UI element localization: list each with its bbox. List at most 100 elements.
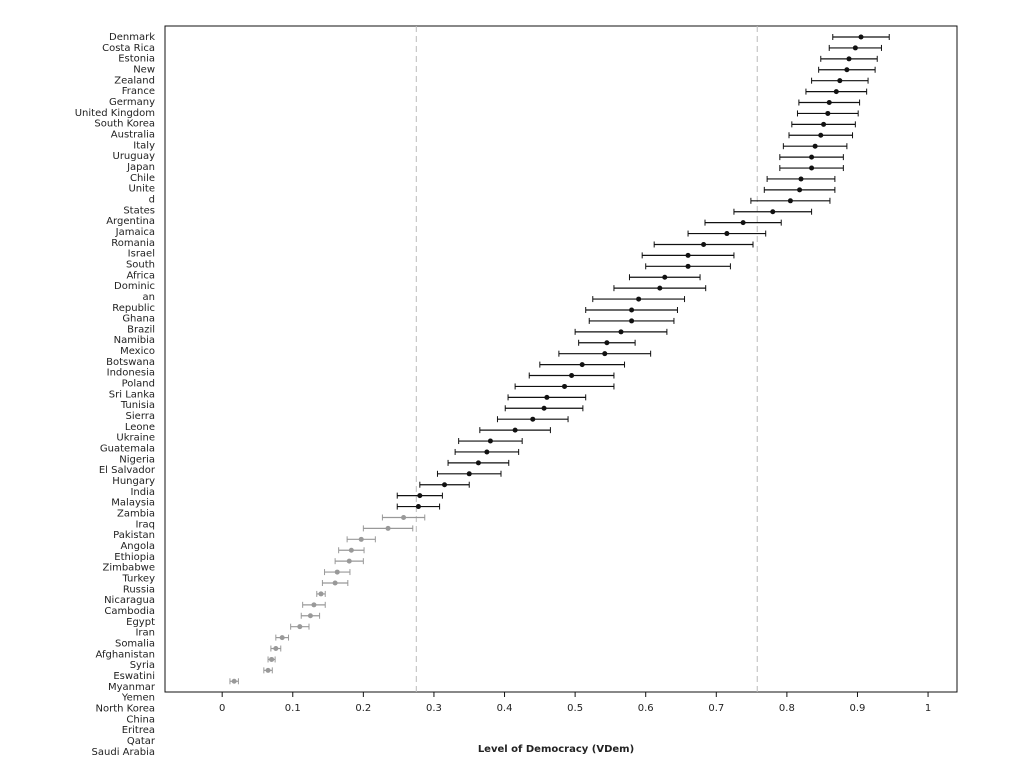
category-label: Poland: [122, 379, 155, 390]
category-label: Uruguay: [113, 151, 156, 162]
point: [798, 176, 804, 182]
category-label: Israel: [128, 249, 155, 260]
category-label: South: [126, 259, 155, 270]
category-label: North Korea: [96, 703, 156, 714]
category-label: Syria: [130, 660, 155, 671]
point: [415, 504, 421, 510]
point: [701, 241, 707, 247]
point: [401, 514, 407, 520]
point: [417, 493, 423, 499]
category-label: Hungary: [112, 476, 155, 487]
plot-frame: [164, 25, 958, 693]
category-label: Cambodia: [104, 606, 155, 617]
point: [657, 285, 663, 291]
category-label: Germany: [109, 97, 155, 108]
category-label: Republic: [112, 303, 155, 314]
point: [846, 56, 852, 62]
point: [797, 187, 803, 193]
x-tick-label: 0.6: [638, 703, 654, 714]
point: [825, 110, 831, 116]
category-label: Myanmar: [108, 682, 156, 693]
point: [602, 351, 608, 357]
point: [569, 373, 575, 379]
category-label: Estonia: [118, 54, 155, 65]
category-label: Russia: [123, 584, 155, 595]
point: [858, 34, 864, 40]
point: [544, 394, 550, 400]
category-label: Iran: [135, 628, 155, 639]
category-label: Saudi Arabia: [92, 747, 155, 758]
category-label: China: [126, 714, 155, 725]
category-label: Ethiopia: [114, 552, 155, 563]
point: [740, 220, 746, 226]
point: [685, 263, 691, 269]
category-label: New: [133, 64, 155, 75]
category-label: France: [122, 86, 155, 97]
category-label: Italy: [133, 140, 155, 151]
category-label: d: [149, 194, 155, 205]
category-label: Japan: [126, 162, 155, 173]
category-label: Argentina: [106, 216, 155, 227]
category-label: Somalia: [115, 638, 155, 649]
point: [442, 482, 448, 488]
category-label: Jamaica: [115, 227, 155, 238]
category-label: Mexico: [120, 346, 155, 357]
point: [618, 329, 624, 335]
point: [385, 525, 391, 531]
point: [332, 580, 338, 586]
category-label: Indonesia: [107, 368, 155, 379]
category-label: Zimbabwe: [102, 563, 155, 574]
category-label: Denmark: [109, 32, 155, 43]
category-label: Australia: [111, 129, 155, 140]
x-axis-title: Level of Democracy (VDem): [478, 744, 634, 755]
point: [475, 460, 481, 466]
point: [809, 165, 815, 171]
category-label: Chile: [130, 173, 155, 184]
point: [818, 132, 824, 138]
point: [852, 45, 858, 51]
category-label: South Korea: [94, 119, 155, 130]
category-label: an: [143, 292, 155, 303]
point: [812, 143, 818, 149]
category-label: Sierra: [126, 411, 155, 422]
point: [297, 624, 303, 630]
category-label: Yemen: [121, 693, 155, 704]
category-label: Botswana: [106, 357, 155, 368]
point: [487, 438, 493, 444]
category-label: Zambia: [117, 509, 155, 520]
point: [530, 416, 536, 422]
x-tick-label: 0.9: [850, 703, 866, 714]
point: [334, 569, 340, 575]
x-tick-label: 0.8: [779, 703, 795, 714]
point: [724, 231, 730, 237]
category-label: Costa Rica: [102, 43, 155, 54]
point: [358, 536, 364, 542]
category-label: Zealand: [114, 75, 155, 86]
point: [821, 121, 827, 127]
category-label: Nicaragua: [104, 595, 155, 606]
category-label: Namibia: [114, 335, 155, 346]
point: [484, 449, 490, 455]
point: [512, 427, 518, 433]
category-label: Nigeria: [119, 454, 155, 465]
category-label: Guatemala: [100, 444, 155, 455]
x-tick-label: 1: [925, 703, 931, 714]
point: [346, 558, 352, 564]
point: [770, 209, 776, 215]
x-tick-label: 0.5: [567, 703, 583, 714]
point: [826, 100, 832, 106]
category-label: Afghanistan: [95, 649, 155, 660]
category-label: Eswatini: [113, 671, 155, 682]
category-label: Turkey: [121, 574, 155, 585]
category-label: States: [123, 205, 155, 216]
point: [318, 591, 324, 597]
point: [579, 362, 585, 368]
category-label: Iraq: [135, 519, 155, 530]
x-tick-label: 0.3: [426, 703, 442, 714]
point: [837, 78, 843, 84]
point: [604, 340, 610, 346]
point: [311, 602, 317, 608]
category-label: Unite: [128, 184, 155, 195]
point: [466, 471, 472, 477]
